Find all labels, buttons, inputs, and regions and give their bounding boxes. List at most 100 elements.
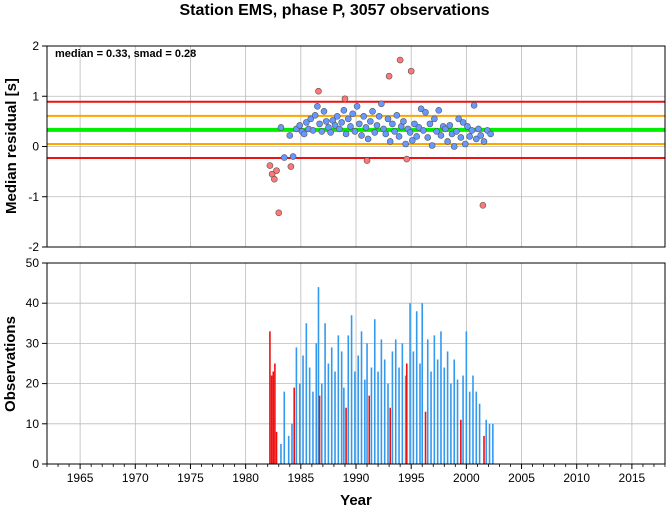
residual-point <box>450 143 458 150</box>
residual-point <box>400 118 407 125</box>
residual-point <box>420 127 427 134</box>
residual-point <box>444 138 451 145</box>
residual-point <box>464 123 471 130</box>
residual-point <box>402 140 409 148</box>
residual-point <box>386 138 394 145</box>
residual-point <box>426 120 434 128</box>
residual-point <box>349 110 356 118</box>
residual-point <box>289 153 297 160</box>
x-axis-label: Year <box>340 492 372 509</box>
residual-point <box>442 125 449 133</box>
chart-title: Station EMS, phase P, 3057 observations <box>179 2 490 19</box>
residual-point <box>431 115 438 123</box>
residual-point <box>296 122 304 129</box>
residual-point <box>470 101 478 109</box>
residual-point <box>336 125 343 133</box>
residual-point <box>413 133 420 140</box>
residual-point <box>327 129 334 136</box>
residual-point <box>322 118 330 125</box>
residual-point <box>395 133 403 140</box>
residual-point <box>461 140 469 148</box>
residual-point <box>408 137 416 144</box>
residual-point <box>369 108 376 115</box>
residual-point <box>396 56 404 64</box>
residual-point <box>338 119 345 126</box>
x-tick-label: 1980 <box>232 471 259 485</box>
residual-point <box>364 135 372 143</box>
x-tick-label: 2005 <box>508 471 535 485</box>
residual-point <box>453 128 460 135</box>
residual-point <box>446 122 454 129</box>
residual-point <box>316 120 323 128</box>
residual-point <box>363 157 371 164</box>
x-tick-label: 1995 <box>398 471 425 485</box>
x-tick-label: 1965 <box>67 471 94 485</box>
residual-point <box>373 122 381 129</box>
residual-point <box>459 119 467 126</box>
residual-point <box>351 128 359 135</box>
residual-point <box>367 118 374 125</box>
y-tick-label: 0 <box>32 457 39 471</box>
residual-point <box>353 103 361 110</box>
residual-point <box>472 135 480 143</box>
residual-point <box>309 127 317 134</box>
y-tick-label: 2 <box>32 39 39 53</box>
residual-point <box>391 128 398 135</box>
y-tick-label: 1 <box>32 89 39 103</box>
observations-y-ticks: 0 10 20 30 40 50 <box>26 256 47 471</box>
x-tick-label: 1970 <box>122 471 149 485</box>
y-tick-label: 0 <box>32 140 39 154</box>
residual-point <box>422 109 429 116</box>
x-tick-label: 1990 <box>343 471 370 485</box>
residual-point <box>300 130 308 138</box>
residual-point <box>385 72 393 80</box>
x-tick-label: 2015 <box>619 471 646 485</box>
y-tick-label: 10 <box>26 417 40 431</box>
residual-point <box>344 115 352 123</box>
y-tick-label: -2 <box>28 240 39 254</box>
residual-point <box>315 87 322 95</box>
residual-point <box>433 128 440 135</box>
residual-point <box>286 132 294 139</box>
residual-point <box>389 120 396 128</box>
residual-y-axis-label: Median residual [s] <box>3 78 20 214</box>
residual-point <box>435 107 443 114</box>
observations-panel: 0 10 20 30 40 50 1965 1970 1975 1980 1985 1990 1995… <box>2 256 666 509</box>
residual-point <box>428 142 436 149</box>
observations-y-axis-label: Observations <box>2 316 19 412</box>
residual-point <box>384 115 392 123</box>
residual-point <box>266 162 274 169</box>
residual-point <box>303 119 310 126</box>
residual-point <box>477 132 485 139</box>
residual-point <box>287 163 295 170</box>
residual-point <box>280 154 288 161</box>
residual-point <box>468 127 476 134</box>
residual-point <box>342 130 350 138</box>
y-tick-label: 20 <box>26 377 40 391</box>
residual-point <box>311 112 319 119</box>
residual-point <box>378 100 385 108</box>
residual-point <box>407 67 415 75</box>
residual-point <box>393 112 401 119</box>
y-tick-label: -1 <box>28 190 39 204</box>
stats-annotation: median = 0.33, smad = 0.28 <box>55 48 196 60</box>
residual-point <box>437 132 445 139</box>
residual-point <box>375 113 383 120</box>
residual-point <box>406 129 414 136</box>
residual-point <box>487 130 494 138</box>
residual-point <box>479 201 487 209</box>
x-tick-label: 1985 <box>287 471 314 485</box>
residual-point <box>382 130 390 138</box>
residual-point <box>320 108 328 115</box>
x-tick-label: 2010 <box>563 471 590 485</box>
residual-point <box>411 120 418 128</box>
residual-point <box>275 209 283 217</box>
residual-point <box>314 103 321 110</box>
residual-point <box>403 155 411 163</box>
year-x-ticks: 1965 1970 1975 1980 1985 1990 1995 2000 2005 2010… <box>46 464 666 485</box>
residual-point <box>466 133 473 140</box>
residual-point <box>371 129 379 136</box>
residual-point <box>457 134 465 141</box>
residual-point <box>333 113 341 120</box>
